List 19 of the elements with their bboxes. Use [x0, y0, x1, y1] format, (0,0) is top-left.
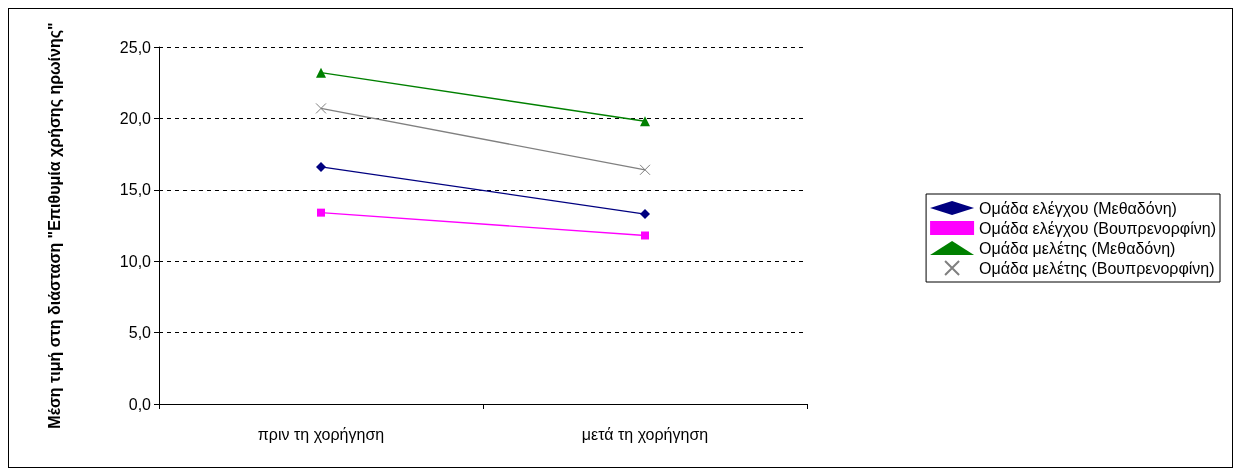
x-tick-label: μετά τη χορήγηση [581, 425, 709, 443]
point [316, 161, 326, 172]
point [641, 231, 649, 240]
y-tick-label: 25,0 [119, 38, 152, 56]
y-axis-title: Μέση τιμή στη διάσταση "Επιθυμία χρήσης ηρωίνης" [45, 22, 64, 429]
y-tick-label: 15,0 [119, 181, 152, 199]
y-tick-label: 5,0 [128, 324, 152, 342]
legend-label: Ομάδα μελέτης (Μεθαδόνη) [979, 239, 1176, 257]
point [315, 102, 327, 114]
y-tick-label: 20,0 [119, 109, 152, 127]
y-tick-label: 0,0 [128, 395, 152, 413]
point [639, 164, 651, 176]
legend-label: Ομάδα ελέγχου (Βουπρενορφίνη) [979, 219, 1216, 237]
point [317, 208, 325, 217]
legend-label: Ομάδα μελέτης (Βουπρενορφίνη) [979, 259, 1215, 277]
x-tick-label: πριν τη χορήγηση [257, 425, 385, 443]
y-tick-label: 10,0 [119, 252, 152, 270]
legend-label: Ομάδα ελέγχου (Μεθαδόνη) [979, 199, 1177, 217]
point [640, 209, 650, 220]
